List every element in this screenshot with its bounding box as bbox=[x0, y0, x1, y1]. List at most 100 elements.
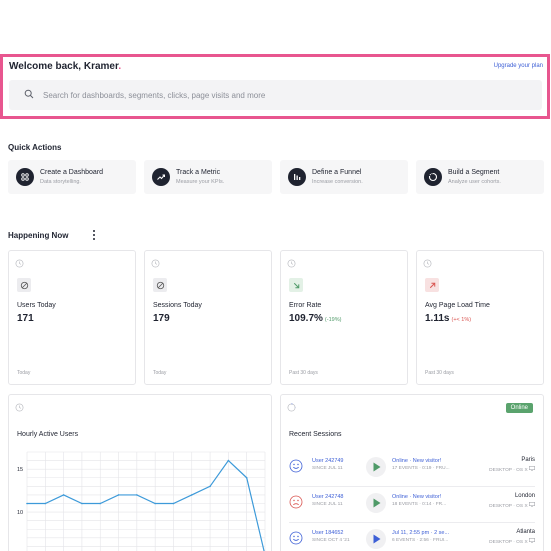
session-events: 18 EVENTS · 0:14 · FR... bbox=[392, 502, 447, 507]
data-point bbox=[81, 502, 83, 505]
loading-icon bbox=[287, 403, 296, 412]
segment-icon bbox=[424, 168, 442, 186]
recent-sessions-card: Online Recent Sessions User 242749 SINCE… bbox=[280, 394, 544, 551]
hourly-active-users-card: Hourly Active Users 10 15 bbox=[8, 394, 272, 551]
data-point bbox=[154, 502, 156, 505]
session-row[interactable]: User 242748 SINCE JUL 11 Online · New vi… bbox=[281, 487, 543, 523]
more-options-icon[interactable] bbox=[92, 230, 96, 242]
no-change-icon bbox=[17, 278, 31, 292]
session-user[interactable]: User 184652 bbox=[312, 530, 344, 536]
session-events: 6 EVENTS · 2:56 · FRUI... bbox=[392, 538, 449, 543]
play-session-button[interactable] bbox=[366, 457, 386, 477]
clock-icon bbox=[423, 259, 432, 268]
kpi-card-users-today[interactable]: Users Today 171 Today bbox=[8, 250, 136, 385]
quick-action-title: Build a Segment bbox=[448, 169, 500, 176]
session-status: Online · New visitor! bbox=[392, 458, 442, 464]
data-point bbox=[99, 502, 102, 505]
kpi-period: Today bbox=[153, 370, 167, 376]
session-city: Paris bbox=[521, 457, 535, 463]
kpi-label: Error Rate bbox=[289, 302, 322, 309]
session-since: SINCE OCT 4 '21 bbox=[312, 538, 350, 543]
kpi-card-sessions-today[interactable]: Sessions Today 179 Today bbox=[144, 250, 272, 385]
card-title: Hourly Active Users bbox=[17, 431, 79, 438]
session-row[interactable]: User 242749 SINCE JUL 11 Online · New vi… bbox=[281, 451, 543, 487]
quick-action-subtitle: Data storytelling. bbox=[40, 179, 81, 185]
no-change-icon bbox=[153, 278, 167, 292]
clock-icon bbox=[15, 403, 24, 412]
quick-action-title: Create a Dashboard bbox=[40, 169, 104, 176]
divider bbox=[289, 522, 535, 523]
data-point bbox=[62, 494, 65, 496]
smile-face-icon bbox=[289, 459, 303, 473]
session-since: SINCE JUL 11 bbox=[312, 502, 343, 507]
welcome-heading: Welcome back, Kramer. bbox=[9, 61, 122, 72]
play-icon bbox=[373, 498, 381, 508]
data-point bbox=[26, 502, 28, 505]
funnel-icon bbox=[288, 168, 306, 186]
quick-action-build-segment[interactable]: Build a Segment Analyze user cohorts. bbox=[416, 160, 544, 194]
quick-action-title: Track a Metric bbox=[176, 169, 221, 176]
session-device: DESKTOP · OS X bbox=[489, 466, 535, 473]
card-title: Recent Sessions bbox=[289, 431, 342, 438]
data-point bbox=[117, 494, 120, 496]
play-icon bbox=[373, 534, 381, 544]
data-point bbox=[172, 502, 175, 505]
frown-face-icon bbox=[289, 495, 303, 509]
session-user[interactable]: User 242749 bbox=[312, 458, 344, 464]
upgrade-plan-link[interactable]: Upgrade your plan bbox=[493, 63, 543, 69]
session-city: London bbox=[514, 493, 535, 499]
session-row[interactable]: User 184652 SINCE OCT 4 '21 Jul 11, 2:55… bbox=[281, 523, 543, 551]
quick-actions-title: Quick Actions bbox=[8, 143, 62, 152]
kpi-card-error-rate[interactable]: Error Rate 109.7% (-19%) Past 30 days bbox=[280, 250, 408, 385]
data-point bbox=[227, 459, 230, 462]
play-session-button[interactable] bbox=[366, 493, 386, 513]
play-session-button[interactable] bbox=[366, 529, 386, 549]
kpi-value: 1.11s (+< 1%) bbox=[425, 313, 472, 324]
kpi-value: 179 bbox=[153, 313, 170, 324]
arrow-down-right-icon bbox=[289, 278, 303, 292]
monitor-icon bbox=[529, 466, 535, 471]
session-since: SINCE JUL 11 bbox=[312, 466, 343, 471]
quick-action-define-funnel[interactable]: Define a Funnel Increase conversion. bbox=[280, 160, 408, 194]
kpi-label: Sessions Today bbox=[153, 302, 202, 309]
hourly-active-users-chart: 10 15 bbox=[17, 451, 266, 551]
play-icon bbox=[373, 462, 381, 472]
smile-face-icon bbox=[289, 531, 303, 545]
session-city: Atlanta bbox=[516, 529, 535, 535]
quick-action-subtitle: Analyze user cohorts. bbox=[448, 179, 501, 185]
kpi-period: Today bbox=[17, 370, 31, 376]
quick-action-title: Define a Funnel bbox=[312, 169, 362, 176]
kpi-label: Users Today bbox=[17, 302, 56, 309]
quick-action-create-dashboard[interactable]: Create a Dashboard Data storytelling. bbox=[8, 160, 136, 194]
kpi-label: Avg Page Load Time bbox=[425, 302, 490, 309]
session-status: Jul 11, 2:55 pm · 2 se... bbox=[392, 530, 450, 536]
kpi-delta: (+< 1%) bbox=[451, 317, 472, 323]
data-point bbox=[209, 485, 211, 488]
kpi-card-avg-page-load[interactable]: Avg Page Load Time 1.11s (+< 1%) Past 30 … bbox=[416, 250, 544, 385]
online-badge: Online bbox=[505, 403, 533, 413]
session-user[interactable]: User 242748 bbox=[312, 494, 344, 500]
data-point bbox=[44, 502, 47, 505]
search-panel: Welcome back, Kramer. Upgrade your plan bbox=[0, 54, 550, 119]
clock-icon bbox=[151, 259, 160, 268]
kpi-delta: (-19%) bbox=[324, 317, 342, 323]
y-tick-label: 15 bbox=[17, 467, 23, 473]
search-input[interactable] bbox=[43, 88, 523, 102]
clock-icon bbox=[15, 259, 24, 268]
search-icon bbox=[24, 89, 34, 99]
search-bar[interactable] bbox=[9, 80, 542, 110]
y-tick-label: 10 bbox=[17, 510, 23, 516]
happening-now-title: Happening Now bbox=[8, 231, 69, 240]
quick-action-subtitle: Increase conversion. bbox=[312, 179, 363, 185]
quick-action-track-metric[interactable]: Track a Metric Measure your KPIs. bbox=[144, 160, 272, 194]
kpi-period: Past 30 days bbox=[425, 370, 454, 376]
quick-action-subtitle: Measure your KPIs. bbox=[176, 179, 225, 185]
kpi-period: Past 30 days bbox=[289, 370, 318, 376]
trend-icon bbox=[152, 168, 170, 186]
divider bbox=[289, 486, 535, 487]
dashboard-icon bbox=[16, 168, 34, 186]
monitor-icon bbox=[529, 538, 535, 543]
arrow-up-right-icon bbox=[425, 278, 439, 292]
kpi-value: 171 bbox=[17, 313, 34, 324]
data-point bbox=[245, 476, 248, 479]
